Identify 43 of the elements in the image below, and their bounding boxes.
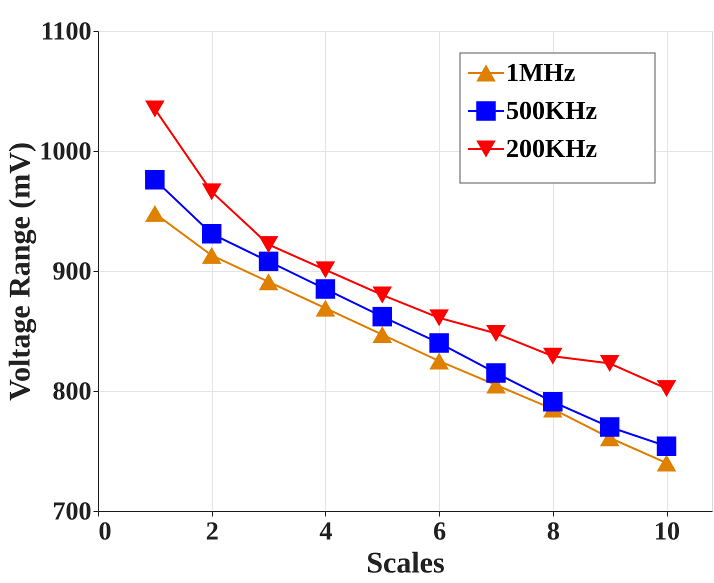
point xyxy=(202,224,222,244)
y-tick-label: 700 xyxy=(52,496,92,526)
point xyxy=(543,348,563,365)
x-tick-label: 4 xyxy=(319,516,332,546)
y-tick-label: 900 xyxy=(52,256,92,286)
point xyxy=(316,279,336,299)
point xyxy=(429,309,449,326)
y-axis-title: Voltage Range (mV) xyxy=(4,142,36,401)
point xyxy=(543,392,563,412)
x-tick-label: 0 xyxy=(98,516,112,546)
point xyxy=(486,363,506,383)
y-tick-label: 1000 xyxy=(40,136,92,166)
x-tick-label: 2 xyxy=(206,516,219,546)
x-tick-label: 10 xyxy=(654,516,680,546)
point xyxy=(258,236,278,254)
point xyxy=(145,170,165,190)
point xyxy=(145,204,165,222)
x-tick-label: 8 xyxy=(546,516,560,546)
point xyxy=(656,436,676,456)
point xyxy=(372,326,392,344)
legend-label: 200KHz xyxy=(506,134,597,163)
legend-label: 500KHz xyxy=(506,96,597,125)
point xyxy=(202,246,222,264)
point xyxy=(429,333,449,353)
x-tick-label: 6 xyxy=(433,516,446,546)
point xyxy=(202,183,222,200)
point xyxy=(316,261,336,278)
point xyxy=(145,100,165,118)
x-axis-title: Scales xyxy=(366,546,445,580)
point xyxy=(372,286,392,304)
legend-label: 1MHz xyxy=(506,58,576,87)
point xyxy=(316,300,336,317)
point xyxy=(656,380,676,398)
point xyxy=(600,417,620,437)
point xyxy=(656,454,676,472)
point xyxy=(600,354,620,372)
point xyxy=(372,306,392,326)
y-tick-label: 1100 xyxy=(40,16,92,46)
y-tick-label: 800 xyxy=(52,376,92,406)
point xyxy=(258,273,278,290)
point xyxy=(258,252,278,272)
point xyxy=(429,352,449,370)
point xyxy=(486,324,506,342)
